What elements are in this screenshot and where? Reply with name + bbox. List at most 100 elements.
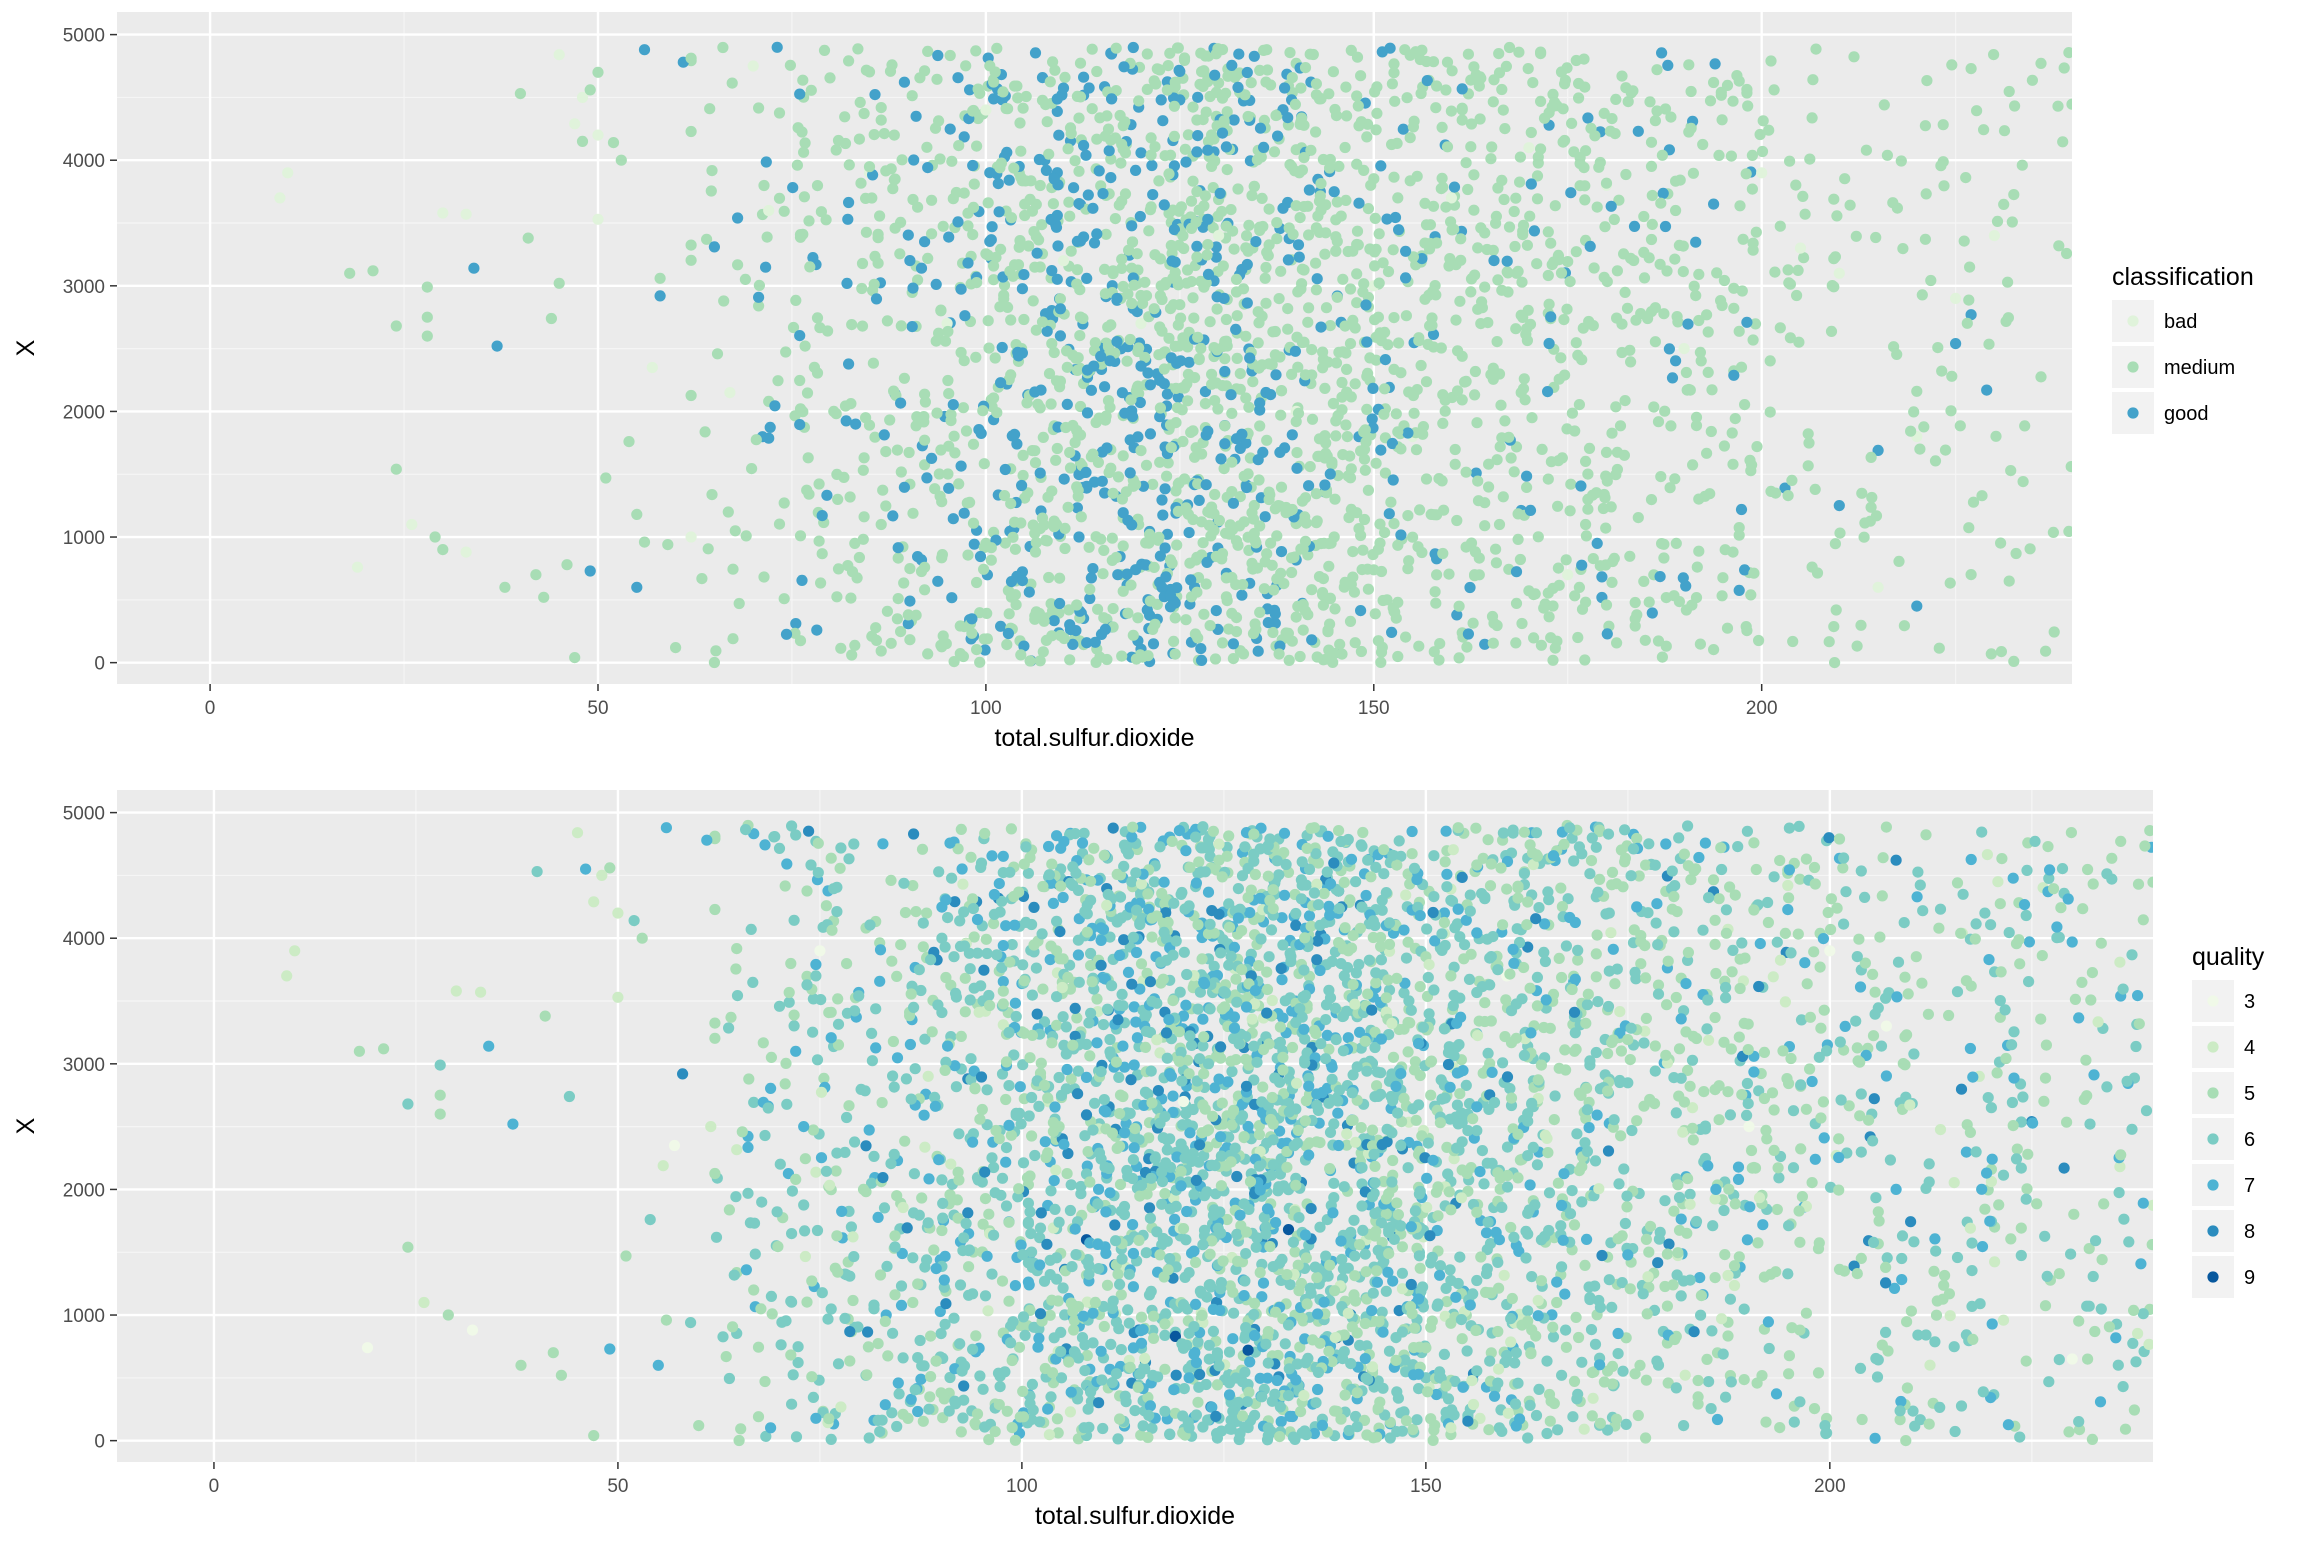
data-point-medium <box>1648 401 1659 412</box>
data-point-medium <box>1920 234 1931 245</box>
data-point-good <box>1329 186 1340 197</box>
data-point-5 <box>2021 1183 2032 1194</box>
data-point-medium <box>746 463 757 474</box>
data-point-medium <box>1674 240 1685 251</box>
data-point-medium <box>1002 103 1013 114</box>
data-point-6 <box>2096 1303 2107 1314</box>
data-point-5 <box>1264 1241 1275 1252</box>
data-point-medium <box>844 159 855 170</box>
data-point-good <box>1633 126 1644 137</box>
data-point-5 <box>1774 1422 1785 1433</box>
data-point-6 <box>1049 1204 1060 1215</box>
data-point-medium <box>1612 447 1623 458</box>
legend-key-marker <box>2127 407 2138 418</box>
data-point-medium <box>1066 246 1077 257</box>
data-point-medium <box>727 633 738 644</box>
data-point-medium <box>1535 96 1546 107</box>
data-point-6 <box>1935 904 1946 915</box>
data-point-good <box>1253 646 1264 657</box>
data-point-medium <box>919 435 930 446</box>
data-point-bad <box>1834 268 1845 279</box>
data-point-medium <box>1727 427 1738 438</box>
data-point-5 <box>832 993 843 1004</box>
data-point-good <box>1118 507 1129 518</box>
data-point-medium <box>1454 601 1465 612</box>
data-point-7 <box>1258 1278 1269 1289</box>
data-point-good <box>1062 399 1073 410</box>
data-point-good <box>1457 83 1468 94</box>
data-point-medium <box>1638 211 1649 222</box>
data-point-medium <box>1007 271 1018 282</box>
data-point-5 <box>2133 879 2144 890</box>
data-point-medium <box>1824 636 1835 647</box>
data-point-good <box>931 279 942 290</box>
data-point-medium <box>1358 278 1369 289</box>
data-point-5 <box>1357 827 1368 838</box>
data-point-good <box>1249 51 1260 62</box>
data-point-medium <box>569 652 580 663</box>
data-point-5 <box>917 844 928 855</box>
data-point-medium <box>1940 445 1951 456</box>
data-point-good <box>1091 228 1102 239</box>
data-point-medium <box>1547 600 1558 611</box>
data-point-medium <box>1097 568 1108 579</box>
data-point-medium <box>1253 363 1264 374</box>
data-point-6 <box>1617 1366 1628 1377</box>
data-point-medium <box>1155 402 1166 413</box>
data-point-medium <box>988 274 999 285</box>
data-point-5 <box>921 908 932 919</box>
data-point-medium <box>849 640 860 651</box>
data-point-7 <box>1570 974 1581 985</box>
data-point-good <box>1596 571 1607 582</box>
data-point-good <box>969 539 980 550</box>
data-point-6 <box>812 1054 823 1065</box>
data-point-6 <box>775 1159 786 1170</box>
data-point-medium <box>1108 488 1119 499</box>
data-point-medium <box>730 525 741 536</box>
data-point-medium <box>1826 326 1837 337</box>
data-point-medium <box>907 90 918 101</box>
data-point-good <box>1402 427 1413 438</box>
data-point-medium <box>1301 518 1312 529</box>
data-point-6 <box>1650 1066 1661 1077</box>
data-point-6 <box>1638 1037 1649 1048</box>
data-point-medium <box>754 280 765 291</box>
data-point-medium <box>1870 232 1881 243</box>
data-point-medium <box>911 610 922 621</box>
data-point-medium <box>1324 619 1335 630</box>
data-point-medium <box>1440 406 1451 417</box>
data-point-medium <box>1578 162 1589 173</box>
data-point-medium <box>835 643 846 654</box>
data-point-5 <box>1774 855 1785 866</box>
data-point-6 <box>1533 1384 1544 1395</box>
data-point-good <box>1192 130 1203 141</box>
data-point-medium <box>1800 209 1811 220</box>
data-point-medium <box>1010 544 1021 555</box>
data-point-6 <box>870 1003 881 1014</box>
data-point-medium <box>1573 92 1584 103</box>
data-point-5 <box>1425 1413 1436 1424</box>
data-point-medium <box>1303 302 1314 313</box>
data-point-medium <box>1498 105 1509 116</box>
data-point-medium <box>846 649 857 660</box>
data-point-medium <box>1218 260 1229 271</box>
data-point-medium <box>779 593 790 604</box>
data-point-medium <box>1601 447 1612 458</box>
data-point-medium <box>422 312 433 323</box>
data-point-medium <box>1582 469 1593 480</box>
data-point-5 <box>877 1097 888 1108</box>
data-point-5 <box>1497 919 1508 930</box>
data-point-medium <box>1238 283 1249 294</box>
y-tick-label: 1000 <box>63 528 105 549</box>
data-point-good <box>1201 479 1212 490</box>
data-point-medium <box>962 550 973 561</box>
data-point-medium <box>1361 131 1372 142</box>
data-point-good <box>1265 389 1276 400</box>
data-point-medium <box>882 315 893 326</box>
data-point-medium <box>1015 146 1026 157</box>
data-point-medium <box>1055 630 1066 641</box>
data-point-medium <box>1232 183 1243 194</box>
data-point-medium <box>814 536 825 547</box>
data-point-medium <box>967 106 978 117</box>
data-point-medium <box>1206 379 1217 390</box>
